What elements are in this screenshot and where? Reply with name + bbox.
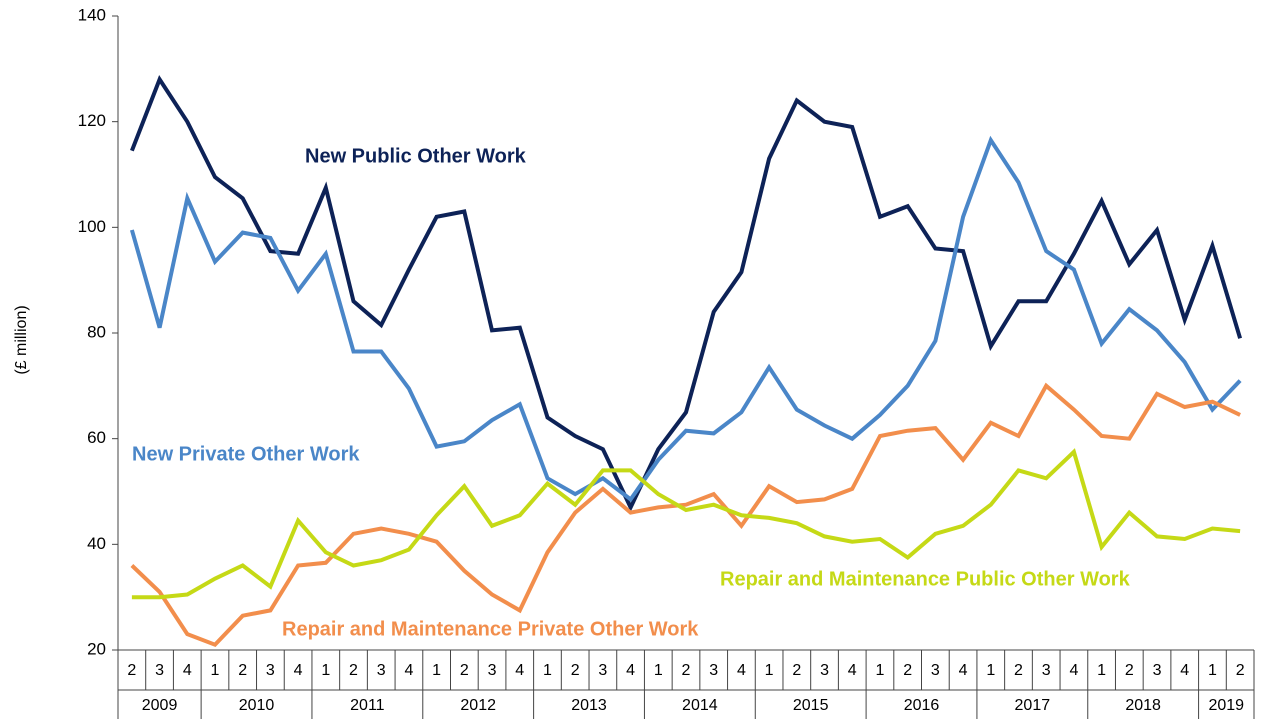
x-tick-label: 4	[1180, 662, 1189, 679]
x-group-label: 2017	[1015, 697, 1051, 714]
x-group-label: 2014	[682, 697, 718, 714]
x-tick-label: 3	[1042, 662, 1051, 679]
y-tick-label: 140	[78, 5, 106, 24]
series-line	[129, 135, 1242, 503]
x-tick-label: 2	[903, 662, 912, 679]
x-group-label: 2019	[1208, 697, 1244, 714]
x-tick-label: 4	[1069, 662, 1078, 679]
x-tick-label: 3	[931, 662, 940, 679]
x-group-label: 2012	[460, 697, 496, 714]
x-group-label: 2018	[1125, 697, 1161, 714]
y-tick-label: 100	[78, 217, 106, 236]
x-tick-label: 3	[266, 662, 275, 679]
x-tick-label: 1	[211, 662, 220, 679]
x-tick-label: 2	[460, 662, 469, 679]
y-tick-label: 120	[78, 111, 106, 130]
x-tick-label: 1	[875, 662, 884, 679]
x-tick-label: 4	[515, 662, 524, 679]
x-tick-label: 3	[1153, 662, 1162, 679]
series-label: New Public Other Work	[305, 145, 527, 167]
x-tick-label: 4	[959, 662, 968, 679]
x-tick-label: 1	[1097, 662, 1106, 679]
x-group-label: 2016	[904, 697, 940, 714]
x-tick-label: 3	[155, 662, 164, 679]
series-line	[131, 448, 1241, 600]
x-tick-label: 1	[654, 662, 663, 679]
x-tick-label: 3	[377, 662, 386, 679]
x-tick-label: 3	[709, 662, 718, 679]
x-group-label: 2015	[793, 697, 829, 714]
x-tick-label: 1	[986, 662, 995, 679]
x-tick-label: 3	[488, 662, 497, 679]
x-tick-label: 1	[1208, 662, 1217, 679]
x-group-label: 2013	[571, 697, 607, 714]
x-tick-label: 2	[682, 662, 691, 679]
series-line	[130, 75, 1243, 513]
x-group-label: 2009	[142, 697, 178, 714]
series-label: Repair and Maintenance Private Other Wor…	[282, 618, 699, 640]
y-axis-label: (£ million)	[13, 305, 30, 374]
y-tick-label: 20	[87, 639, 106, 658]
x-tick-label: 3	[598, 662, 607, 679]
x-tick-label: 2	[238, 662, 247, 679]
x-tick-label: 2	[1236, 662, 1245, 679]
x-group-label: 2010	[239, 697, 275, 714]
x-tick-label: 3	[820, 662, 829, 679]
x-tick-label: 4	[848, 662, 857, 679]
x-tick-label: 2	[127, 662, 136, 679]
x-tick-label: 2	[1014, 662, 1023, 679]
x-tick-label: 2	[792, 662, 801, 679]
x-tick-label: 4	[294, 662, 303, 679]
x-tick-label: 4	[737, 662, 746, 679]
x-tick-label: 1	[432, 662, 441, 679]
x-tick-label: 4	[626, 662, 635, 679]
y-tick-label: 80	[87, 322, 106, 341]
y-tick-label: 40	[87, 534, 106, 553]
x-tick-label: 4	[183, 662, 192, 679]
x-tick-label: 1	[765, 662, 774, 679]
x-tick-label: 4	[404, 662, 413, 679]
y-tick-label: 60	[87, 428, 106, 447]
x-tick-label: 1	[321, 662, 330, 679]
x-tick-label: 1	[543, 662, 552, 679]
x-tick-label: 2	[571, 662, 580, 679]
series-label: New Private Other Work	[132, 443, 360, 465]
x-tick-label: 2	[349, 662, 358, 679]
series-line	[130, 382, 1241, 648]
x-tick-label: 2	[1125, 662, 1134, 679]
series-label: Repair and Maintenance Public Other Work	[720, 568, 1131, 590]
x-group-label: 2011	[350, 697, 385, 714]
